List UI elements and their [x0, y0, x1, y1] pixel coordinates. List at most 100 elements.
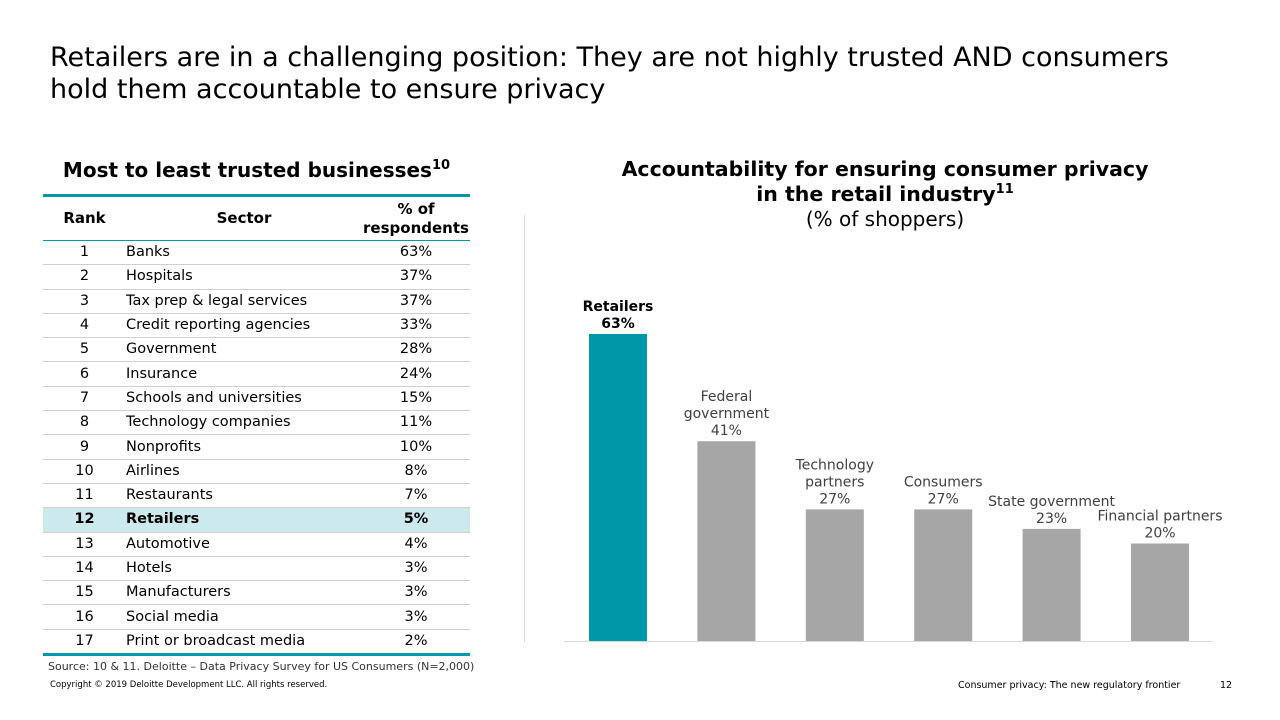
sector-cell: Technology companies [126, 410, 362, 436]
percent-cell: 8% [362, 459, 470, 484]
table-header-row: Rank Sector % of respondents [43, 197, 470, 241]
rank-cell: 11 [43, 483, 126, 509]
percent-cell: 11% [362, 410, 470, 436]
category-label: State government [988, 494, 1115, 510]
rank-cell: 8 [43, 410, 126, 436]
chart-subtitle: (% of shoppers) [805, 207, 965, 231]
slide-title-line1: Retailers are in a challenging position:… [50, 42, 1169, 73]
percent-cell: 3% [362, 580, 470, 606]
percent-cell: 3% [362, 604, 470, 630]
rank-cell: 2 [43, 264, 126, 290]
percent-cell: 63% [362, 240, 470, 266]
trust-ranking-table: Rank Sector % of respondents 1 Banks 63% 2 H… [43, 197, 470, 657]
table-row: 6 Insurance 24% [43, 361, 470, 387]
header-percent-line1: % of [397, 199, 435, 218]
sector-cell: Nonprofits [126, 434, 362, 460]
sector-cell: Credit reporting agencies [126, 313, 362, 339]
sector-cell: Social media [126, 604, 362, 630]
bar [1022, 528, 1081, 641]
chart-title-footnote: 11 [995, 182, 1014, 197]
sector-cell: Print or broadcast media [126, 629, 362, 657]
percent-cell: 15% [362, 386, 470, 412]
category-label: Financial partners [1097, 509, 1222, 525]
rank-cell: 13 [43, 532, 126, 557]
table-title: Most to least trusted businesses10 [43, 157, 470, 183]
percent-cell: 37% [362, 264, 470, 290]
table-row: 2 Hospitals 37% [43, 264, 470, 290]
value-label: 23% [1036, 511, 1067, 527]
category-label: partners [805, 474, 864, 490]
category-label: Federal [701, 389, 753, 405]
rank-cell: 16 [43, 604, 126, 630]
table-row: 7 Schools and universities 15% [43, 386, 470, 412]
sector-cell: Airlines [126, 459, 362, 484]
sector-cell: Hotels [126, 556, 362, 582]
sector-cell: Automotive [126, 532, 362, 557]
percent-cell: 2% [362, 629, 470, 657]
percent-cell: 7% [362, 483, 470, 509]
value-label: 27% [928, 491, 959, 507]
category-label: Retailers [583, 299, 654, 315]
category-label: government [684, 406, 770, 422]
percent-cell: 10% [362, 434, 470, 460]
table-row: 12 Retailers 5% [43, 507, 470, 533]
percent-cell: 28% [362, 337, 470, 363]
table-row: 4 Credit reporting agencies 33% [43, 313, 470, 339]
table-row: 9 Nonprofits 10% [43, 434, 470, 460]
value-label: 20% [1144, 526, 1175, 542]
rank-cell: 14 [43, 556, 126, 582]
rank-cell: 9 [43, 434, 126, 460]
slide-title: Retailers are in a challenging position:… [50, 42, 1230, 106]
trust-table-container: Rank Sector % of respondents 1 Banks 63% 2 H… [43, 194, 470, 657]
footer-title: Consumer privacy: The new regulatory fro… [958, 680, 1181, 691]
value-label: 63% [601, 316, 635, 332]
header-sector: Sector [126, 197, 362, 241]
table-row: 1 Banks 63% [43, 240, 470, 266]
value-label: 41% [711, 423, 742, 439]
table-row: 5 Government 28% [43, 337, 470, 363]
page-number: 12 [1220, 680, 1233, 691]
rank-cell: 1 [43, 240, 126, 266]
percent-cell: 37% [362, 289, 470, 314]
rank-cell: 3 [43, 289, 126, 314]
slide-title-line2: hold them accountable to ensure privacy [50, 74, 606, 105]
sector-cell: Schools and universities [126, 386, 362, 412]
chart-title-line2: in the retail industry [756, 182, 996, 206]
bar [1131, 543, 1189, 641]
sector-cell: Manufacturers [126, 580, 362, 606]
percent-cell: 4% [362, 532, 470, 557]
rank-cell: 12 [43, 507, 126, 533]
header-percent-line2: respondents [363, 218, 469, 237]
table-row: 15 Manufacturers 3% [43, 580, 470, 606]
table-row: 3 Tax prep & legal services 37% [43, 289, 470, 314]
section-divider [524, 215, 525, 642]
percent-cell: 5% [362, 507, 470, 533]
chart-title: Accountability for ensuring consumer pri… [595, 157, 1175, 232]
bar [805, 509, 864, 641]
table-row: 10 Airlines 8% [43, 459, 470, 484]
table-row: 11 Restaurants 7% [43, 483, 470, 509]
percent-cell: 3% [362, 556, 470, 582]
chart-title-line1: Accountability for ensuring consumer pri… [621, 157, 1149, 181]
rank-cell: 17 [43, 629, 126, 657]
rank-cell: 5 [43, 337, 126, 363]
bar [914, 509, 973, 641]
percent-cell: 33% [362, 313, 470, 339]
rank-cell: 4 [43, 313, 126, 339]
rank-cell: 15 [43, 580, 126, 606]
table-row: 14 Hotels 3% [43, 556, 470, 582]
table-row: 17 Print or broadcast media 2% [43, 629, 470, 657]
table-body: 1 Banks 63% 2 Hospitals 37% 3 Tax prep & legal … [43, 240, 470, 657]
copyright-text: Copyright © 2019 Deloitte Development LL… [50, 680, 328, 690]
sector-cell: Banks [126, 240, 362, 266]
sector-cell: Hospitals [126, 264, 362, 290]
table-row: 8 Technology companies 11% [43, 410, 470, 436]
rank-cell: 10 [43, 459, 126, 484]
sector-cell: Insurance [126, 361, 362, 387]
percent-cell: 24% [362, 361, 470, 387]
sector-cell: Tax prep & legal services [126, 289, 362, 314]
sector-cell: Retailers [126, 507, 362, 533]
value-label: 27% [819, 491, 850, 507]
table-row: 13 Automotive 4% [43, 532, 470, 557]
